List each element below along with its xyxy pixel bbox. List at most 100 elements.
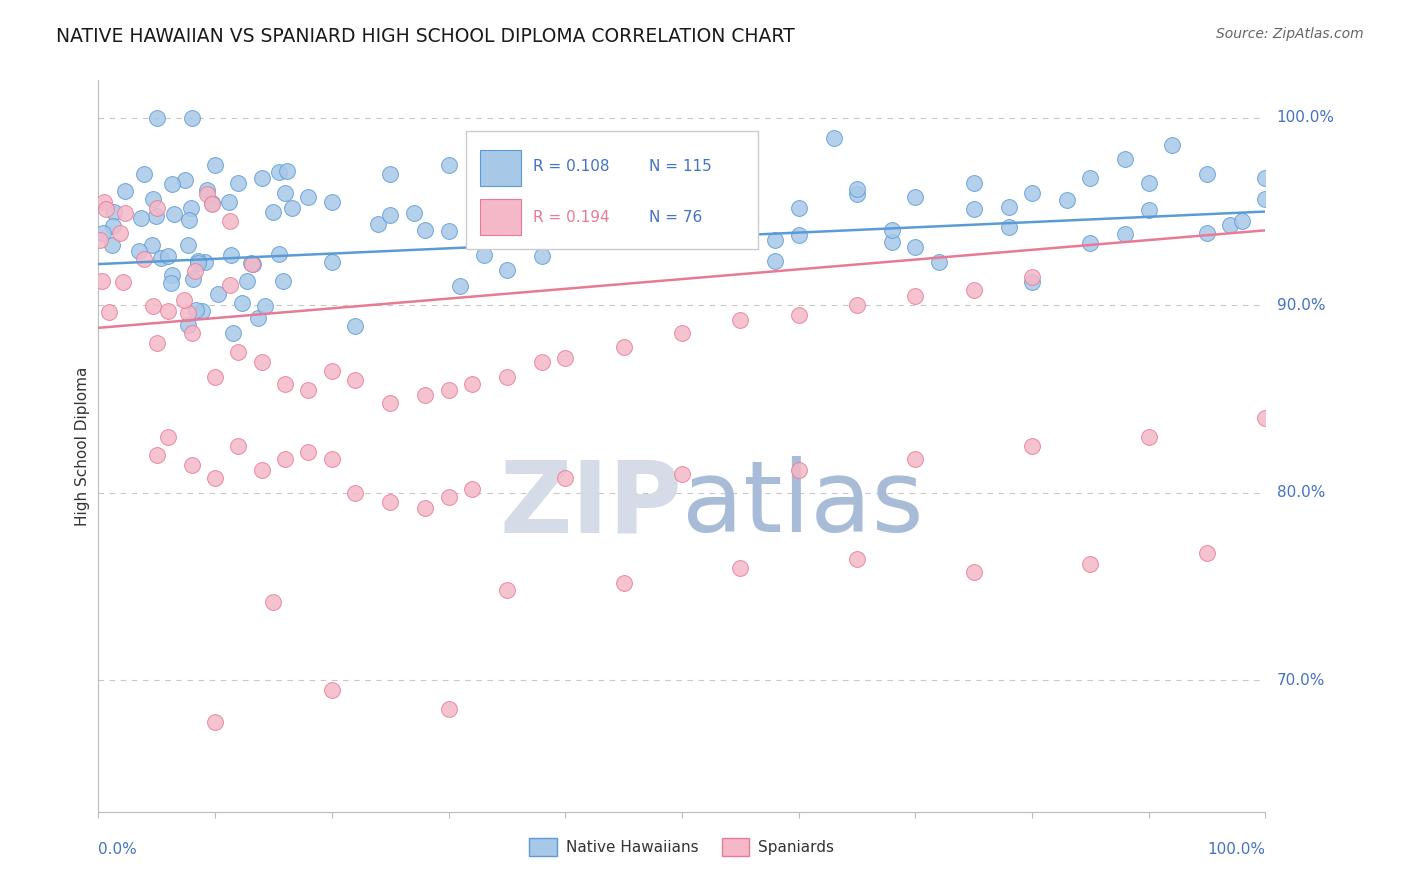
Point [380,495,402,509]
Point [1161,137,1184,152]
Point [180,111,202,125]
Point [239,256,262,270]
Point [274,452,297,467]
Point [1080,235,1102,250]
Point [1021,270,1043,285]
Point [1137,203,1160,218]
Point [181,271,204,285]
Point [184,303,207,318]
Point [228,345,250,359]
Point [204,471,226,485]
Point [997,200,1019,214]
Point [103,205,125,219]
Point [145,209,167,223]
Point [111,275,134,289]
Point [1195,226,1218,240]
Point [250,354,273,368]
Point [267,165,290,179]
Point [321,682,343,697]
Point [174,173,197,187]
Point [97,305,120,319]
Point [236,274,259,288]
Point [93,227,115,241]
Point [146,111,169,125]
Point [132,167,155,181]
Point [413,223,436,237]
Point [962,202,984,217]
Point [195,186,218,201]
Point [380,396,402,410]
Point [787,308,810,322]
Point [204,369,226,384]
Point [228,439,250,453]
Point [496,263,519,277]
Point [578,172,600,186]
FancyBboxPatch shape [479,199,520,235]
Point [142,299,165,313]
Point [904,240,927,254]
Point [437,701,460,715]
Point [271,274,294,288]
Point [1114,227,1136,241]
Point [276,163,298,178]
Point [671,202,693,217]
Point [880,235,903,250]
Point [93,194,115,209]
Point [437,383,460,397]
Point [763,254,786,268]
Point [344,486,367,500]
Point [413,500,436,515]
Point [146,335,169,350]
Point [1254,170,1277,185]
Point [146,449,169,463]
Point [163,207,186,221]
Point [101,219,124,234]
Text: ZIP: ZIP [499,456,682,553]
Point [1114,152,1136,166]
Point [962,565,984,579]
Point [928,255,950,269]
Point [413,388,436,402]
Legend: Native Hawaiians, Spaniards: Native Hawaiians, Spaniards [523,831,841,863]
Point [496,583,519,598]
Point [240,257,263,271]
Point [496,369,519,384]
Point [321,195,343,210]
Point [100,238,122,252]
Point [142,192,165,206]
Point [187,256,209,270]
Point [437,224,460,238]
Point [613,575,636,590]
Point [367,218,389,232]
Point [671,326,693,341]
Point [846,551,869,566]
Point [201,196,224,211]
Point [321,452,343,467]
Point [160,177,183,191]
Point [274,186,297,200]
Text: R = 0.194: R = 0.194 [533,210,609,225]
Point [787,463,810,477]
Point [437,158,460,172]
Point [554,183,576,197]
Point [262,204,284,219]
Point [530,354,553,368]
Point [846,182,869,196]
Point [114,185,136,199]
Point [160,276,183,290]
Point [219,213,242,227]
Point [297,189,319,203]
Point [730,561,752,575]
Point [114,206,136,220]
FancyBboxPatch shape [479,150,520,186]
Point [730,208,752,222]
Text: Source: ZipAtlas.com: Source: ZipAtlas.com [1216,27,1364,41]
Point [207,286,229,301]
Point [1021,439,1043,453]
Point [195,183,218,197]
Point [231,296,253,310]
Point [94,202,117,216]
Point [91,274,114,288]
Point [157,429,180,443]
Point [274,377,297,392]
